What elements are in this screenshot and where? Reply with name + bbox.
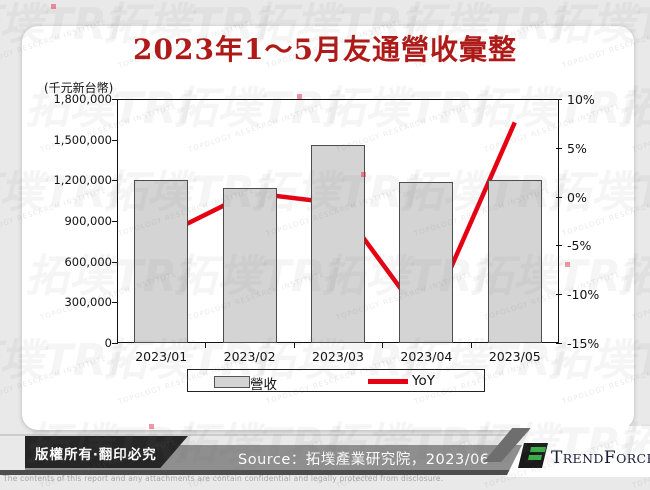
- left-axis-tick: [112, 180, 118, 182]
- x-axis-label: 2023/01: [135, 349, 188, 364]
- left-axis-unit-label: (千元新台幣): [44, 81, 114, 95]
- right-axis-tick-label: 10%: [567, 92, 595, 107]
- right-axis-tick: [556, 294, 562, 296]
- x-axis-tick: [382, 343, 384, 348]
- right-axis-tick-label: 0%: [567, 189, 587, 205]
- right-axis-tick-label: -15%: [567, 336, 600, 351]
- left-axis-tick: [112, 261, 118, 263]
- left-axis-tick-label: 900,000: [64, 214, 112, 228]
- left-axis-tick-label: 1,500,000: [53, 132, 112, 147]
- copyright-text: 版權所有‧翻印必究: [35, 447, 157, 463]
- trendforce-logo-icon: [518, 443, 548, 468]
- right-axis-tick-label: -10%: [567, 287, 600, 303]
- disclaimer-text: The contents of this report and any atta…: [3, 474, 444, 483]
- left-axis-tick: [112, 99, 118, 100]
- page-title: 2023年1～5月友通營收彙整: [133, 33, 517, 66]
- right-axis-tick: [556, 99, 562, 100]
- right-axis-tick-label: -5%: [567, 238, 592, 254]
- x-axis-label: 2023/05: [488, 349, 541, 364]
- revenue-bar: [134, 179, 189, 343]
- revenue-bar: [399, 182, 454, 343]
- revenue-bar: [222, 188, 277, 343]
- left-axis-tick-label: 600,000: [64, 254, 112, 269]
- left-axis-tick-label: 1,800,000: [53, 92, 112, 106]
- wordmark-orce: ORCE: [616, 451, 650, 466]
- x-axis-tick: [293, 343, 295, 348]
- left-axis-tick-label: 300,000: [64, 295, 112, 310]
- left-axis-tick: [112, 343, 118, 344]
- revenue-bar: [487, 179, 542, 343]
- left-axis-tick: [112, 221, 118, 222]
- legend-swatch-bar: [214, 376, 250, 388]
- right-axis-tick-label: 5%: [567, 140, 587, 156]
- revenue-bar: [311, 145, 365, 343]
- x-axis-label: 2023/03: [312, 349, 364, 364]
- right-axis-tick: [556, 147, 562, 149]
- x-axis-label: 2023/02: [223, 349, 276, 364]
- legend-swatch-line: [368, 379, 408, 384]
- watermark-subtext: TOPOLOGY RESEARCH INSTITUTE: [631, 270, 650, 322]
- watermark-subtext: TOPOLOGY RESEARCH INSTITUTE: [631, 102, 650, 154]
- left-axis-tick-label: 1,200,000: [53, 173, 112, 188]
- left-axis-tick-label: 0: [104, 336, 112, 350]
- right-axis-tick: [556, 196, 562, 198]
- legend-label: 營收: [250, 377, 277, 393]
- right-axis-tick: [556, 245, 562, 247]
- legend: 營收 YoY: [187, 369, 485, 393]
- copyright-box: 版權所有‧翻印必究: [25, 436, 188, 468]
- trendforce-wordmark: TRENDFORCE: [551, 448, 650, 468]
- left-axis-tick: [112, 302, 118, 304]
- watermark-red-dot: [51, 4, 56, 9]
- right-axis-tick: [556, 343, 562, 344]
- left-axis-tick: [112, 139, 118, 141]
- x-axis-tick: [205, 343, 207, 348]
- footer-divider: [0, 434, 525, 436]
- source-text: Source：拓墣產業研究院，2023/06: [238, 452, 490, 468]
- wordmark-t: T: [551, 448, 563, 468]
- x-axis-tick: [470, 343, 472, 348]
- wordmark-f: F: [603, 448, 617, 468]
- x-axis-label: 2023/04: [400, 349, 453, 364]
- legend-label: YoY: [412, 373, 435, 389]
- footer-dark-strip: [0, 470, 512, 475]
- wordmark-rend: REND: [562, 451, 604, 466]
